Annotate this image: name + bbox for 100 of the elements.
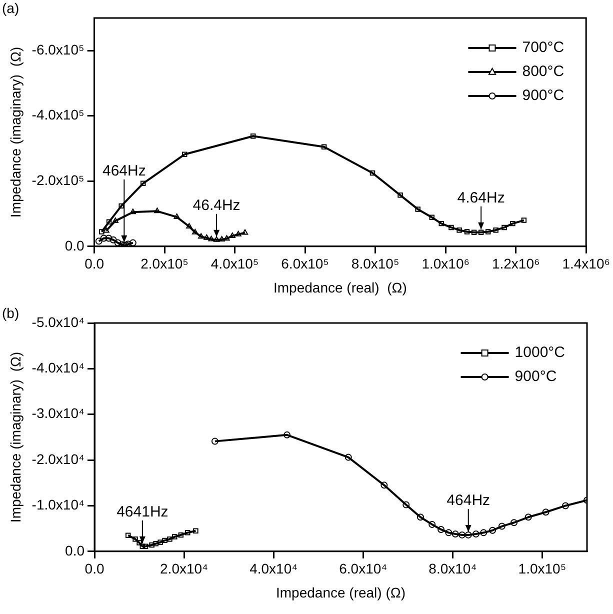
- point: [448, 224, 454, 230]
- point: [118, 203, 124, 209]
- point: [344, 454, 352, 461]
- point: [130, 208, 136, 214]
- point: [493, 227, 498, 233]
- x-tick-label: 1.0x10⁵: [518, 560, 566, 577]
- x-tick-label: 6.0x10⁵: [281, 256, 329, 272]
- point: [149, 542, 154, 548]
- point: [204, 234, 210, 240]
- point: [208, 236, 214, 242]
- point: [464, 531, 472, 538]
- y-tick-label: -6.0x10⁵: [32, 41, 84, 58]
- chart-title: (a): [2, 0, 20, 16]
- point: [235, 230, 242, 236]
- point: [370, 170, 376, 176]
- point: [445, 529, 452, 536]
- point: [562, 502, 570, 510]
- point: [284, 431, 291, 438]
- point: [178, 532, 184, 538]
- legend-label: 800°C: [522, 63, 564, 80]
- x-tick-label: 4.0x10⁴: [250, 560, 298, 577]
- annotation: 4.64Hz: [457, 189, 505, 206]
- point: [186, 222, 192, 228]
- chart-title: (b): [2, 304, 20, 321]
- x-axis-title: Impedance (real) (Ω): [274, 279, 407, 296]
- point: [452, 530, 459, 538]
- point: [521, 218, 527, 223]
- point: [193, 528, 198, 534]
- point: [321, 144, 327, 150]
- legend-label: 1000°C: [514, 344, 566, 362]
- point: [510, 519, 518, 526]
- point: [510, 220, 516, 226]
- point: [472, 530, 480, 538]
- point: [162, 538, 168, 544]
- x-tick-label: 4.0x10⁵: [210, 256, 259, 272]
- point: [198, 233, 204, 239]
- point: [211, 438, 218, 445]
- point: [398, 192, 403, 198]
- point: [136, 540, 142, 546]
- y-tick-label: -3.0x10⁴: [32, 405, 85, 422]
- point: [464, 229, 470, 234]
- point: [485, 229, 491, 234]
- y-tick-label: -5.0x10⁴: [32, 314, 85, 330]
- point: [456, 227, 462, 233]
- x-tick-label: 0.0: [84, 256, 104, 272]
- point: [489, 526, 496, 534]
- point: [192, 228, 198, 234]
- point: [380, 482, 388, 489]
- x-tick-label: 2.0x10⁴: [160, 560, 208, 577]
- y-tick-label: -1.0x10⁴: [32, 496, 85, 513]
- annotation: 4641Hz: [116, 503, 168, 520]
- legend-label: 900°C: [514, 368, 557, 386]
- y-tick-label: -4.0x10⁵: [32, 106, 84, 123]
- point: [142, 544, 148, 549]
- point: [415, 206, 420, 212]
- point: [502, 224, 507, 230]
- point: [242, 229, 248, 235]
- point: [95, 238, 102, 245]
- point: [172, 534, 178, 540]
- point: [218, 236, 225, 242]
- x-axis-title: Impedance (real) (Ω): [276, 584, 406, 600]
- point: [478, 230, 484, 235]
- point: [402, 501, 410, 508]
- point: [438, 220, 444, 226]
- annotation: 464Hz: [102, 162, 146, 180]
- y-axis-title: Impedance (imaginary) (Ω): [7, 46, 24, 218]
- point: [438, 526, 445, 533]
- point: [114, 239, 122, 246]
- point: [428, 520, 436, 528]
- point: [112, 217, 118, 223]
- point: [429, 214, 435, 220]
- x-tick-label: 1.0x10⁶: [422, 256, 470, 272]
- y-tick-label: 0.0: [64, 237, 85, 254]
- point: [125, 532, 131, 538]
- point: [140, 544, 146, 549]
- point: [153, 541, 158, 546]
- y-tick-label: -2.0x10⁵: [32, 172, 84, 188]
- x-tick-label: 8.0x10⁵: [351, 256, 400, 272]
- point: [105, 234, 112, 242]
- point: [471, 230, 477, 235]
- x-tick-label: 1.4x10⁶: [562, 256, 610, 272]
- annotation: 464Hz: [446, 492, 490, 509]
- y-tick-label: -2.0x10⁴: [32, 450, 85, 467]
- point: [182, 152, 188, 158]
- point: [224, 235, 230, 241]
- point: [250, 133, 256, 139]
- x-tick-label: 0.0: [84, 560, 104, 577]
- y-tick-label: 0.0: [65, 542, 85, 558]
- point: [103, 227, 110, 233]
- point: [158, 540, 163, 545]
- legend-label: 700°C: [522, 39, 564, 56]
- y-axis-title: Impedance (imaginary) (Ω): [7, 352, 24, 523]
- point: [167, 536, 172, 542]
- point: [110, 236, 117, 244]
- point: [129, 239, 136, 246]
- legend-label: 900°C: [522, 87, 564, 104]
- point: [132, 536, 138, 542]
- point: [140, 180, 146, 186]
- x-tick-label: 1.2x10⁶: [492, 256, 540, 272]
- point: [480, 529, 488, 536]
